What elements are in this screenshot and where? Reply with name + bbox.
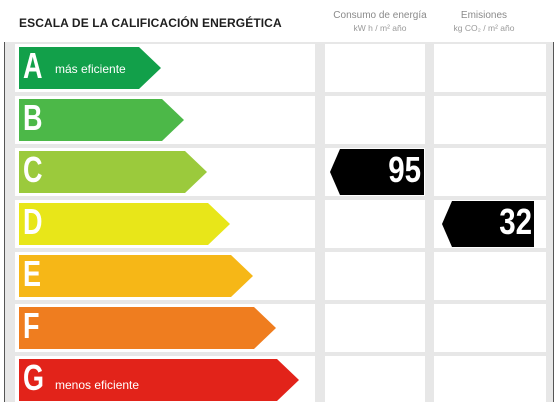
rating-arrow-d [19, 203, 230, 245]
emisiones-cell [434, 148, 546, 196]
consumo-cell: 95 [325, 148, 425, 196]
label-cell: B [15, 96, 315, 144]
rating-row: A más eficiente [5, 44, 553, 92]
consumo-value: 95 [388, 149, 421, 190]
energy-rating-title: ESCALA DE LA CALIFICACIÓN ENERGÉTICA [19, 16, 282, 30]
consumo-cell [325, 356, 425, 404]
emisiones-label: Emisiones [460, 10, 508, 21]
label-cell: G menos eficiente [15, 356, 315, 404]
emisiones-cell: 32 [434, 200, 546, 248]
emisiones-cell [434, 356, 546, 404]
rating-letter: G [23, 357, 45, 398]
consumo-cell [325, 252, 425, 300]
rating-row: C 95 [5, 148, 553, 196]
rating-row: E [5, 252, 553, 300]
rating-letter: B [23, 97, 43, 138]
rating-letter: E [23, 253, 42, 294]
consumo-cell [325, 304, 425, 352]
consumo-label: Consumo de energía [333, 10, 427, 21]
label-cell: F [15, 304, 315, 352]
consumo-badge [330, 149, 424, 195]
rating-arrow-b [19, 99, 184, 141]
rating-description: menos eficiente [55, 378, 140, 392]
rating-row: F [5, 304, 553, 352]
consumo-cell [325, 96, 425, 144]
label-cell: C [15, 148, 315, 196]
rating-arrow-c [19, 151, 207, 193]
label-cell: D [15, 200, 315, 248]
rating-row: B [5, 96, 553, 144]
emisiones-unit: kg CO₂ / m² año [453, 23, 515, 33]
rating-row: D 32 [5, 200, 553, 248]
rating-letter: C [23, 149, 43, 190]
rating-arrow-g [19, 359, 299, 401]
emisiones-cell [434, 44, 546, 92]
emisiones-cell [434, 252, 546, 300]
rating-panel: A más eficiente B C 95 D 32 [4, 42, 554, 404]
rating-letter: F [23, 305, 40, 346]
emisiones-cell [434, 96, 546, 144]
consumo-column-header: Consumo de energía kW h / m² año [326, 10, 434, 34]
consumo-cell [325, 44, 425, 92]
emisiones-column-header: Emisiones kg CO₂ / m² año [430, 10, 538, 34]
label-cell: A más eficiente [15, 44, 315, 92]
rating-arrow-e [19, 255, 253, 297]
label-cell: E [15, 252, 315, 300]
rating-row: G menos eficiente [5, 356, 553, 404]
rating-letter: A [23, 45, 43, 86]
emisiones-cell [434, 304, 546, 352]
emisiones-value: 32 [499, 201, 532, 242]
rating-arrow-a [19, 47, 161, 89]
rating-arrow-f [19, 307, 276, 349]
emisiones-badge [442, 201, 534, 247]
rating-letter: D [23, 201, 43, 242]
consumo-cell [325, 200, 425, 248]
consumo-unit: kW h / m² año [353, 23, 407, 33]
rating-description: más eficiente [55, 62, 126, 76]
